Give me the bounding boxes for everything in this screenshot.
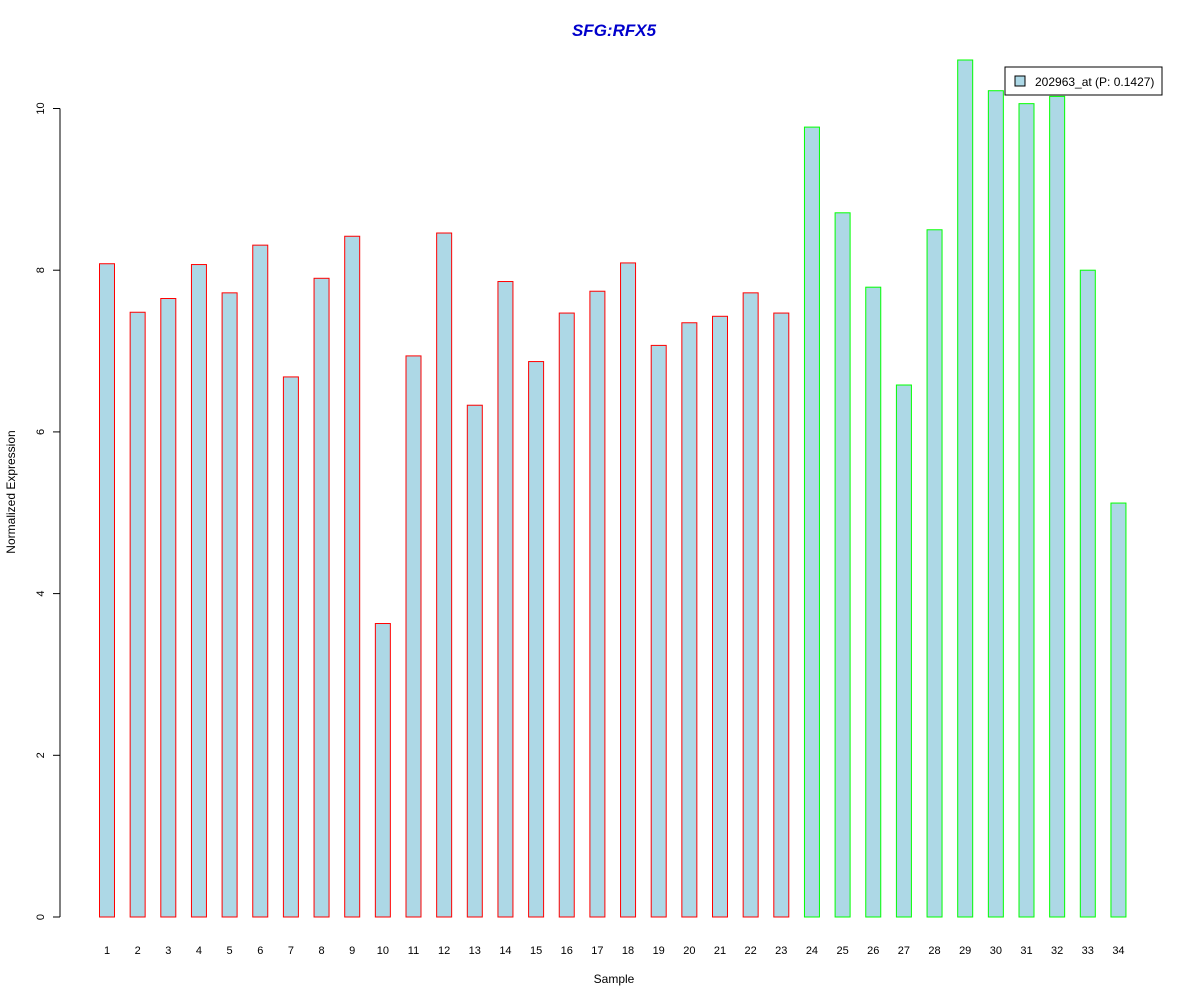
x-tick-label: 15 [530,945,542,957]
y-axis-title: Normalized Expression [4,430,18,553]
y-tick-label: 8 [35,267,47,273]
bar [190,264,207,918]
bar [589,290,606,918]
bar [681,322,698,918]
bar [803,126,820,918]
x-tick-label: 5 [227,945,233,957]
bar [374,623,391,918]
x-tick-label: 21 [714,945,726,957]
y-tick-label: 2 [35,752,47,758]
x-tick-label: 10 [377,945,389,957]
x-tick-label: 17 [591,945,603,957]
bar [1079,269,1096,918]
x-tick-label: 4 [196,945,202,957]
x-tick-label: 25 [836,945,848,957]
x-tick-label: 2 [135,945,141,957]
chart-title: SFG:RFX5 [572,21,657,40]
y-tick-label: 10 [35,102,47,114]
y-tick-label: 0 [35,914,47,920]
legend-swatch [1014,75,1026,87]
bar [558,312,575,918]
y-tick-label: 4 [35,591,47,597]
x-tick-label: 18 [622,945,634,957]
bar [957,59,974,918]
bar [865,286,882,918]
x-tick-label: 29 [959,945,971,957]
bar [221,292,238,918]
x-tick-label: 8 [318,945,324,957]
x-tick-label: 3 [165,945,171,957]
bar [1018,103,1035,918]
bar [987,90,1004,918]
x-axis-labels: 1 2 3 4 5 6 7 8 9 10 11 12 13 14 15 16 17 18 19 20 21 22 23 24 2… [104,945,1125,957]
x-tick-label: 6 [257,945,263,957]
x-tick-label: 27 [898,945,910,957]
x-tick-label: 32 [1051,945,1063,957]
bar [313,277,330,918]
x-tick-label: 30 [990,945,1002,957]
x-tick-label: 7 [288,945,294,957]
x-tick-label: 9 [349,945,355,957]
x-tick-label: 28 [928,945,940,957]
bar [1110,502,1127,918]
bar [282,376,299,918]
bar [405,355,422,918]
bar [252,244,269,918]
x-tick-label: 22 [745,945,757,957]
bars [99,59,1127,918]
x-tick-label: 12 [438,945,450,957]
bar [99,263,115,918]
x-tick-label: 16 [561,945,573,957]
x-tick-label: 13 [469,945,481,957]
bar [160,298,177,918]
bar [895,384,912,918]
bar [528,361,545,918]
bar [650,344,667,918]
x-tick-label: 11 [408,945,419,957]
y-tick-label: 6 [35,429,47,435]
x-axis-title: Sample [594,972,635,986]
bar [620,262,637,918]
y-axis: 0 2 4 6 8 10 [35,102,61,920]
x-tick-label: 23 [775,945,787,957]
bar [773,312,790,918]
bar [466,404,483,918]
bar [497,281,514,918]
x-tick-label: 31 [1020,945,1032,957]
x-tick-label: 26 [867,945,879,957]
bar [436,232,453,918]
legend: 202963_at (P: 0.1427) [1004,66,1163,96]
x-tick-label: 19 [653,945,665,957]
bar [344,235,361,918]
x-tick-label: 24 [806,945,818,957]
x-tick-label: 20 [683,945,695,957]
x-tick-label: 1 [104,945,110,957]
x-tick-label: 14 [499,945,511,957]
x-tick-label: 33 [1082,945,1094,957]
bar [712,315,728,918]
legend-label: 202963_at (P: 0.1427) [1035,75,1154,89]
x-tick-label: 34 [1112,945,1124,957]
bar [926,229,943,918]
legend-box [1004,66,1163,96]
bar [129,311,146,918]
bar [742,292,759,918]
bar [1049,95,1066,918]
bar [834,212,851,918]
